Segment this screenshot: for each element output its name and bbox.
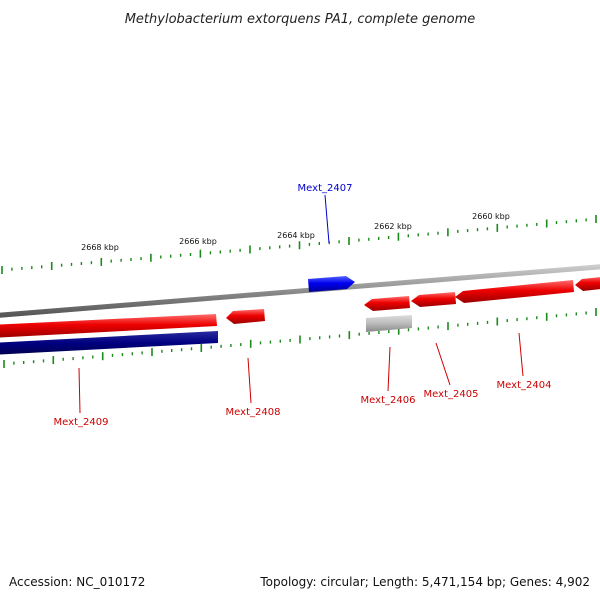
gene-mext-2404[interactable]	[455, 280, 574, 303]
map-title: Methylobacterium extorquens PA1, complet…	[125, 12, 476, 27]
genome-backbone	[0, 264, 600, 318]
leader-mext-2409	[78, 367, 81, 414]
gene-mext-2406-a[interactable]	[364, 296, 410, 311]
leader-mext-2405	[435, 342, 451, 386]
genome-summary-text: Topology: circular; Length: 5,471,154 bp…	[259, 575, 590, 589]
label-mext-2409[interactable]: Mext_2409	[54, 417, 109, 428]
gene-mext-2405[interactable]	[411, 292, 456, 307]
scale-label-2668: 2668 kbp	[81, 243, 119, 252]
leader-mext-2406	[387, 346, 391, 392]
scale-label-2660: 2660 kbp	[472, 212, 510, 221]
gene-mext-2409[interactable]	[0, 314, 217, 338]
gene-mext-2406[interactable]	[366, 315, 412, 332]
leader-mext-2407	[324, 194, 330, 244]
gene-mext-2407[interactable]	[308, 276, 355, 292]
cds-track	[0, 331, 218, 355]
label-mext-2405[interactable]: Mext_2405	[424, 389, 479, 400]
inner-scale-ticks	[3, 308, 597, 368]
scale-label-2664: 2664 kbp	[277, 231, 315, 240]
label-mext-2407[interactable]: Mext_2407	[298, 183, 353, 194]
leader-mext-2408	[247, 357, 252, 404]
gene-mext-2403[interactable]	[575, 276, 600, 291]
label-mext-2408[interactable]: Mext_2408	[226, 407, 281, 418]
label-mext-2406[interactable]: Mext_2406	[361, 395, 416, 406]
scale-label-2662: 2662 kbp	[374, 222, 412, 231]
gene-mext-2408[interactable]	[226, 309, 265, 324]
accession-text: Accession: NC_010172	[9, 575, 145, 589]
leader-mext-2404	[518, 332, 524, 377]
label-mext-2404[interactable]: Mext_2404	[497, 380, 552, 391]
scale-label-2666: 2666 kbp	[179, 237, 217, 246]
outer-scale-ticks	[1, 215, 597, 274]
